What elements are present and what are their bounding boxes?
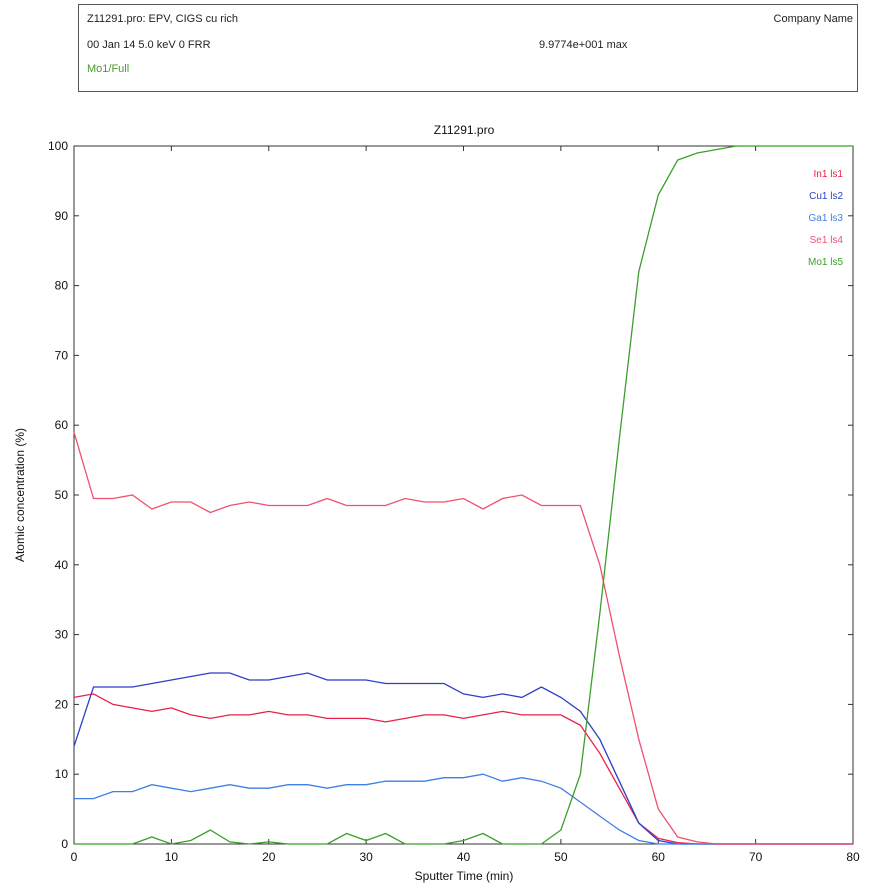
x-axis-label: Sputter Time (min) [415, 869, 514, 883]
header-line-2: 00 Jan 14 5.0 keV 0 FRR [87, 39, 211, 51]
y-tick-label: 30 [55, 628, 69, 642]
y-tick-label: 60 [55, 418, 69, 432]
chart-title: Z11291.pro [434, 123, 495, 137]
x-tick-label: 80 [846, 850, 860, 864]
y-tick-label: 10 [55, 767, 69, 781]
legend-entry: Ga1 ls3 [809, 213, 844, 224]
y-tick-label: 70 [55, 348, 69, 362]
y-axis-label: Atomic concentration (%) [13, 428, 27, 562]
x-tick-label: 60 [652, 850, 666, 864]
x-tick-label: 70 [749, 850, 763, 864]
header-line-3: Mo1/Full [87, 63, 130, 75]
y-tick-label: 20 [55, 697, 69, 711]
y-tick-label: 50 [55, 488, 69, 502]
series-line-ga1 [74, 773, 853, 845]
header-line-1: Z11291.pro: EPV, CIGS cu rich [87, 13, 239, 25]
y-tick-label: 0 [61, 837, 68, 851]
y-tick-label: 40 [55, 558, 69, 572]
header-info-box: Z11291.pro: EPV, CIGS cu rich 00 Jan 14 … [78, 4, 858, 92]
max-value-label: 9.9774e+001 max [539, 39, 628, 51]
plot-frame [73, 145, 854, 845]
series-line-se1 [73, 432, 853, 845]
x-tick-label: 10 [165, 850, 179, 864]
y-tick-label: 90 [55, 209, 69, 223]
series-lines [73, 145, 853, 845]
x-tick-label: 20 [262, 850, 276, 864]
legend-entry: Mo1 ls5 [808, 257, 843, 268]
company-name: Company Name [773, 13, 853, 25]
x-tick-label: 30 [359, 850, 373, 864]
legend: In1 ls1 Cu1 ls2 Ga1 ls3 Se1 ls4 Mo1 ls5 [808, 169, 843, 268]
x-axis: 0 10 20 30 40 50 60 70 80 [71, 146, 860, 864]
x-tick-label: 0 [71, 850, 78, 864]
legend-entry: Se1 ls4 [810, 235, 844, 246]
x-tick-label: 50 [554, 850, 568, 864]
y-axis: 0 10 20 30 40 50 60 70 80 90 100 [48, 139, 853, 851]
legend-entry: In1 ls1 [814, 169, 844, 180]
legend-entry: Cu1 ls2 [809, 191, 843, 202]
series-line-mo1 [74, 145, 853, 845]
series-line-in1 [73, 693, 853, 845]
y-tick-label: 100 [48, 139, 68, 153]
y-tick-label: 80 [55, 279, 69, 293]
series-line-cu1 [73, 672, 853, 845]
x-tick-label: 40 [457, 850, 471, 864]
